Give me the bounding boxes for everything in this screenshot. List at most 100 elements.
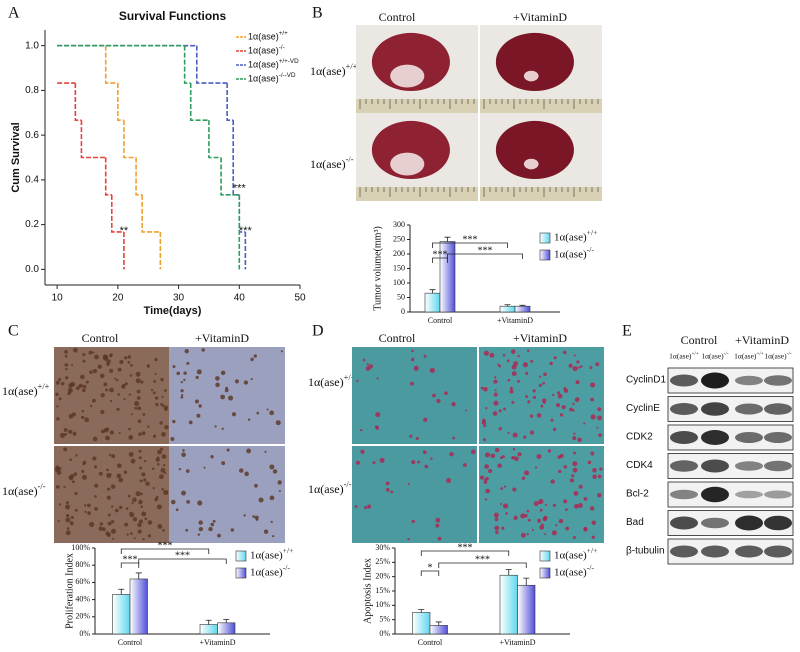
cell bbox=[490, 453, 496, 459]
cell bbox=[364, 506, 368, 510]
x-tick-label: 10 bbox=[52, 293, 64, 304]
cell bbox=[529, 430, 535, 435]
photo-bg bbox=[479, 347, 604, 444]
cell bbox=[161, 395, 164, 398]
cell bbox=[498, 427, 502, 431]
cell bbox=[160, 402, 163, 406]
cell bbox=[64, 354, 68, 358]
cell bbox=[130, 458, 136, 464]
cell bbox=[180, 395, 184, 399]
cell bbox=[574, 504, 579, 509]
cell bbox=[507, 378, 511, 382]
cell bbox=[499, 502, 502, 506]
cell bbox=[591, 535, 595, 539]
cell bbox=[500, 456, 503, 460]
cell bbox=[494, 517, 499, 522]
cell bbox=[163, 489, 169, 496]
cell bbox=[565, 508, 568, 512]
cell bbox=[185, 469, 190, 473]
cell bbox=[256, 411, 260, 415]
cell bbox=[172, 419, 176, 424]
cell bbox=[532, 389, 536, 393]
cell bbox=[483, 350, 490, 356]
panel-letter: B bbox=[312, 5, 323, 22]
cell bbox=[597, 415, 602, 421]
liver bbox=[495, 120, 574, 179]
cell bbox=[161, 454, 167, 459]
cell bbox=[500, 487, 504, 490]
cell bbox=[146, 364, 150, 368]
cell bbox=[246, 448, 252, 454]
cell bbox=[543, 372, 547, 377]
cell bbox=[483, 386, 488, 392]
cell bbox=[105, 435, 110, 441]
cell bbox=[114, 377, 117, 380]
cell bbox=[58, 377, 62, 382]
cell bbox=[579, 365, 583, 368]
cell bbox=[131, 502, 134, 505]
cell bbox=[214, 425, 217, 428]
cell bbox=[494, 525, 500, 531]
survival-step bbox=[208, 120, 222, 159]
significance-bracket bbox=[420, 550, 510, 556]
cell bbox=[81, 469, 85, 474]
cell bbox=[98, 471, 103, 476]
cell bbox=[138, 456, 142, 460]
cell bbox=[429, 367, 435, 373]
significance-bracket bbox=[447, 253, 523, 259]
cell bbox=[572, 409, 575, 412]
blot-band bbox=[735, 375, 763, 386]
cell bbox=[550, 418, 554, 422]
cell bbox=[555, 524, 558, 527]
cell bbox=[92, 351, 95, 354]
row-label: 1α(ase)+/+ bbox=[308, 373, 356, 388]
blot-band bbox=[670, 489, 698, 500]
cell bbox=[74, 508, 78, 512]
cell bbox=[596, 426, 599, 429]
cell bbox=[517, 379, 520, 383]
cell bbox=[69, 521, 74, 526]
cell bbox=[137, 419, 142, 424]
cell bbox=[424, 464, 429, 469]
cell bbox=[565, 526, 570, 531]
cell bbox=[154, 396, 159, 400]
cell bbox=[163, 463, 166, 467]
cell bbox=[63, 428, 68, 432]
cell bbox=[107, 521, 112, 526]
cell bbox=[228, 395, 234, 401]
cell bbox=[411, 460, 416, 465]
column-label: +VitaminD bbox=[735, 333, 789, 347]
cell bbox=[505, 512, 508, 515]
cell bbox=[156, 504, 162, 510]
blot-label: CDK2 bbox=[626, 432, 653, 443]
cell bbox=[80, 384, 83, 387]
cell bbox=[56, 417, 60, 421]
cell bbox=[506, 359, 510, 363]
cell bbox=[521, 476, 526, 480]
cell bbox=[510, 349, 516, 355]
y-tick-label: 1.0 bbox=[25, 40, 39, 51]
cell bbox=[511, 400, 515, 404]
y-axis-label: Tumor volume(mm³) bbox=[372, 226, 383, 311]
cell bbox=[596, 492, 602, 498]
column-label: Control bbox=[379, 331, 416, 345]
photo-bg bbox=[352, 446, 477, 543]
cell bbox=[66, 527, 70, 530]
cell bbox=[138, 432, 142, 436]
cell bbox=[563, 465, 568, 469]
cell bbox=[178, 467, 182, 471]
cell bbox=[549, 361, 553, 366]
blot-band bbox=[764, 460, 792, 472]
cell bbox=[64, 350, 68, 354]
cell bbox=[186, 361, 190, 365]
survival-step bbox=[80, 120, 106, 159]
cell bbox=[269, 464, 275, 470]
column-label: +VitaminD bbox=[195, 331, 249, 345]
cell bbox=[484, 464, 489, 469]
cell bbox=[483, 424, 487, 428]
cell bbox=[164, 471, 167, 475]
cell bbox=[415, 437, 419, 440]
error-bar bbox=[418, 609, 425, 613]
blot-label: Bcl-2 bbox=[626, 489, 649, 500]
cell bbox=[81, 415, 85, 419]
